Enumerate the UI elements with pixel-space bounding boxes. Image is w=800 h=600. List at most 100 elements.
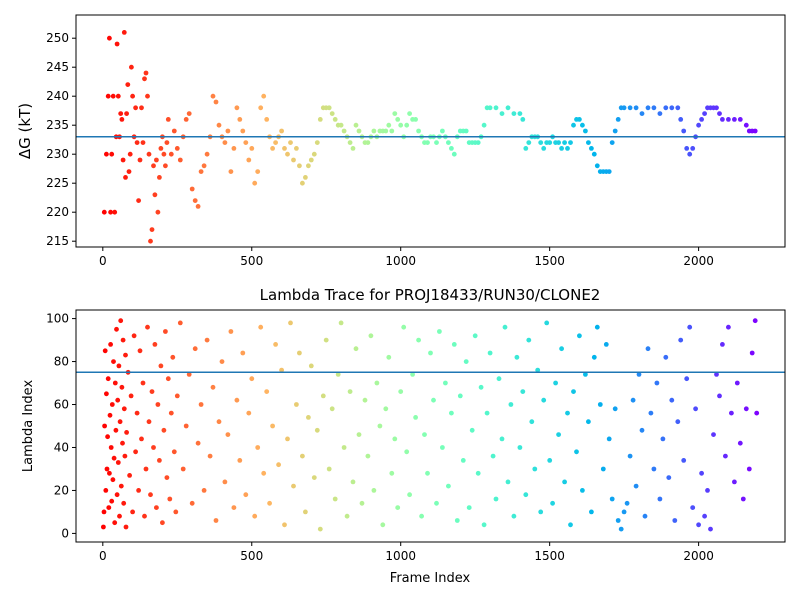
delta-g-data-point (201, 163, 207, 169)
lambda-data-point (416, 337, 421, 343)
delta-g-data-point (110, 93, 116, 99)
delta-g-data-point (165, 117, 171, 122)
lambda-data-point (511, 513, 517, 519)
delta-g-data-point (140, 140, 146, 146)
lambda-data-point (338, 320, 344, 326)
delta-g-data-point (145, 93, 150, 99)
lambda-data-point (487, 350, 493, 356)
lambda-data-point (140, 380, 146, 386)
lambda-x-tick-label: 0 (99, 549, 107, 563)
delta-g-data-point (404, 122, 410, 128)
delta-g-data-point (246, 157, 252, 163)
delta-g-data-point (243, 140, 249, 146)
lambda-data-point (726, 324, 731, 330)
lambda-data-point (151, 445, 156, 450)
lambda-data-point (437, 329, 442, 334)
delta-g-data-point (130, 93, 136, 99)
lambda-data-point (180, 466, 186, 472)
delta-g-data-point (151, 163, 156, 169)
lambda-data-point (170, 354, 176, 360)
lambda-data-point (160, 520, 165, 526)
lambda-data-point (143, 466, 149, 472)
lambda-data-point (123, 524, 129, 530)
delta-g-data-point (737, 117, 743, 122)
lambda-data-point (446, 483, 451, 489)
lambda-data-point (149, 389, 155, 394)
delta-g-data-point (690, 146, 696, 151)
delta-g-data-point (114, 41, 120, 47)
lambda-data-point (705, 488, 710, 493)
delta-g-y-tick-label: 250 (46, 31, 69, 45)
lambda-data-point (594, 324, 600, 330)
lambda-data-point (148, 492, 153, 498)
lambda-data-point (749, 350, 755, 356)
lambda-data-point (529, 419, 535, 425)
lambda-data-point (189, 500, 195, 506)
delta-g-data-point (279, 128, 284, 134)
lambda-data-point (609, 496, 615, 502)
delta-g-x-tick-label: 1500 (534, 254, 565, 268)
lambda-data-point (493, 496, 499, 502)
lambda-data-point (606, 436, 612, 442)
delta-g-data-point (547, 140, 553, 146)
lambda-chart-title: Lambda Trace for PROJ18433/RUN30/CLONE2 (260, 286, 601, 304)
delta-g-data-point (565, 146, 570, 151)
lambda-data-point (105, 434, 110, 440)
lambda-data-point (475, 470, 481, 476)
lambda-y-tick-label: 100 (46, 312, 69, 326)
lambda-data-point (374, 380, 380, 386)
delta-g-data-point (568, 140, 573, 146)
lambda-x-tick-label: 500 (240, 549, 263, 563)
lambda-data-point (478, 384, 484, 390)
delta-g-y-ticks: 215 220 225 230 235 240 245 250 (46, 31, 76, 248)
delta-g-data-point (154, 157, 159, 163)
delta-g-data-point (383, 128, 389, 134)
delta-g-data-point (559, 146, 564, 151)
lambda-data-point (213, 518, 219, 523)
delta-g-data-point (338, 122, 344, 128)
lambda-data-point (737, 440, 743, 446)
lambda-data-point (630, 397, 636, 403)
delta-g-data-point (365, 140, 371, 146)
delta-g-data-point (717, 111, 722, 116)
delta-g-y-tick-label: 230 (46, 147, 69, 161)
delta-g-data-point (589, 146, 594, 151)
delta-g-data-point (326, 105, 332, 111)
lambda-data-point (276, 462, 281, 468)
lambda-data-point (228, 329, 234, 334)
delta-g-data-point (627, 105, 633, 111)
delta-g-data-point (669, 105, 675, 111)
delta-g-data-point (684, 146, 690, 151)
lambda-data-point (300, 453, 305, 459)
delta-g-data-point (213, 99, 219, 105)
lambda-data-point (146, 419, 152, 425)
delta-g-data-point (341, 128, 347, 134)
delta-g-data-point (107, 35, 112, 41)
lambda-data-point (222, 479, 228, 485)
lambda-data-point (112, 380, 118, 386)
delta-g-data-point (591, 151, 597, 157)
delta-g-data-point (240, 128, 246, 134)
delta-g-data-point (520, 117, 526, 122)
delta-g-data-point (105, 93, 111, 99)
delta-g-data-point (237, 117, 243, 122)
lambda-data-point (723, 453, 728, 459)
lambda-data-point (137, 348, 143, 354)
delta-g-points (101, 30, 758, 244)
delta-g-data-point (249, 146, 255, 151)
lambda-data-point (124, 430, 129, 435)
lambda-data-point (173, 509, 179, 515)
delta-g-x-tick-label: 0 (99, 254, 107, 268)
lambda-data-point (107, 470, 112, 476)
lambda-data-point (264, 389, 270, 394)
delta-g-data-point (231, 146, 237, 151)
delta-g-data-point (163, 163, 168, 169)
lambda-data-point (708, 526, 713, 532)
delta-g-y-tick-label: 240 (46, 89, 69, 103)
lambda-data-point (258, 324, 264, 330)
lambda-data-point (123, 352, 128, 358)
delta-g-data-point (120, 157, 126, 163)
lambda-data-point (717, 393, 722, 399)
delta-g-data-point (651, 105, 657, 111)
